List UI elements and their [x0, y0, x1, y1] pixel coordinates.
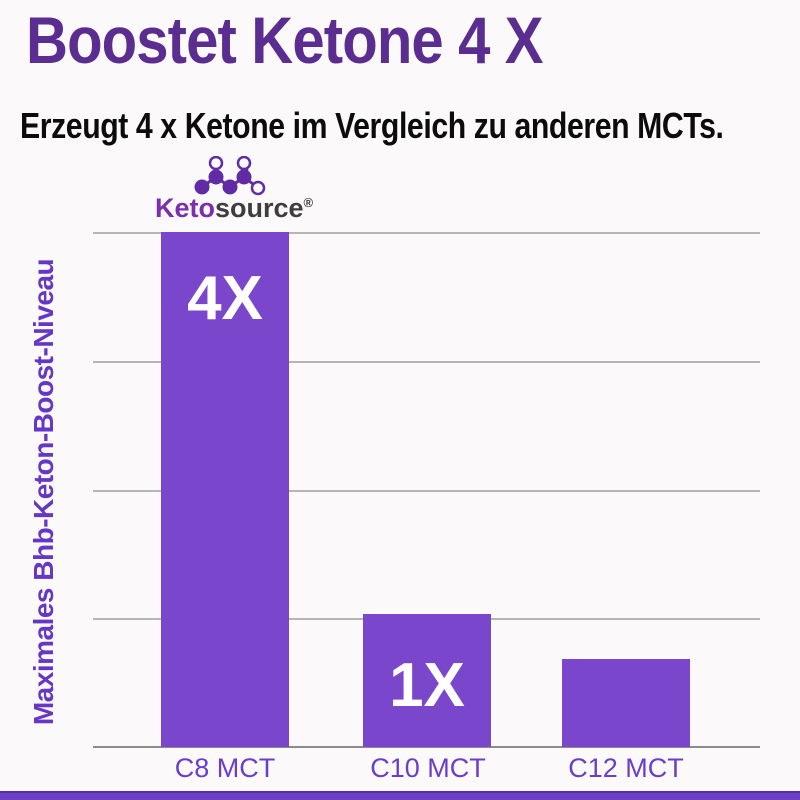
x-axis-line: [93, 746, 760, 748]
gridline: [93, 490, 760, 492]
x-tick-c12-mct: C12 MCT: [568, 753, 684, 783]
x-tick-c8-mct: C8 MCT: [174, 753, 276, 783]
bar-c8-mct: 4X: [161, 232, 289, 747]
registered-trademark-symbol: ®: [303, 195, 314, 210]
y-axis-label: Maximales Bhb-Keton-Boost-Niveau: [28, 258, 59, 726]
gridline: [93, 232, 760, 234]
gridline: [93, 361, 760, 363]
page-title: Boostet Ketone 4 X: [26, 3, 544, 77]
logo-source-text: source: [215, 193, 304, 223]
logo-wordmark: Ketosource®: [155, 193, 313, 224]
bar-c10-mct: 1X: [363, 614, 491, 747]
bar-value-label-1x: 1X: [389, 650, 465, 720]
bar-value-label-4x: 4X: [187, 264, 263, 333]
molecule-icon: [194, 156, 266, 196]
footer-accent-bar: [0, 791, 800, 800]
x-tick-c10-mct: C10 MCT: [370, 753, 486, 783]
page-subtitle: Erzeugt 4 x Ketone im Vergleich zu ander…: [20, 105, 724, 146]
logo-keto-text: Keto: [155, 193, 215, 223]
bar-c12-mct: [562, 659, 690, 747]
